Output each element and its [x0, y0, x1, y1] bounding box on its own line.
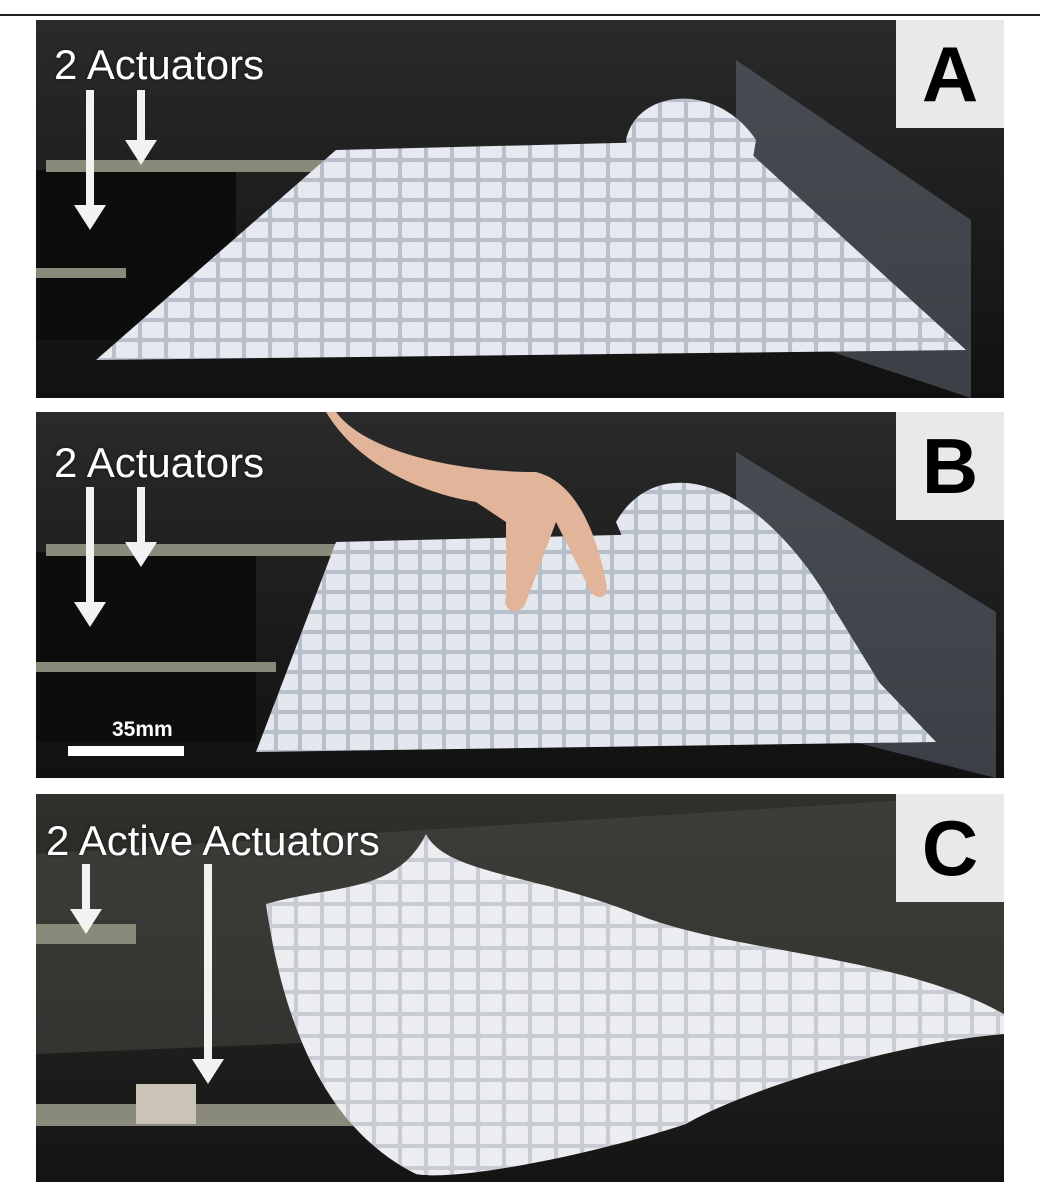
panel-b-letter: B: [921, 422, 979, 510]
photo-panel-c: 2 Active Actuators C: [36, 794, 1004, 1182]
panel-b-scene: [36, 412, 1004, 778]
panel-c-letter: C: [921, 804, 979, 892]
panel-b-caption: 2 Actuators: [54, 439, 265, 486]
panel-c-label-box: C: [896, 794, 1004, 902]
tile-sheet: [96, 140, 966, 360]
top-rule: [0, 14, 1040, 16]
arrows: [74, 90, 157, 230]
scale-bar-label: 35mm: [112, 718, 173, 741]
panel-a-label-box: A: [896, 20, 1004, 128]
panel-a-letter: A: [921, 30, 979, 118]
panel-c-caption: 2 Active Actuators: [46, 817, 380, 864]
photo-panel-b: 2 Actuators B 35mm: [36, 412, 1004, 778]
photo-panel-a: 2 Actuators A: [36, 20, 1004, 398]
panel-a-scene: [36, 20, 1004, 398]
panel-c-scene: [36, 794, 1004, 1182]
hand: [326, 412, 607, 612]
panel-a-caption: 2 Actuators: [54, 41, 265, 88]
tile-sheet-c: [266, 834, 1004, 1176]
panel-b-label-box: B: [896, 412, 1004, 520]
scale-bar: [68, 746, 184, 756]
tile-wave: [626, 98, 756, 260]
